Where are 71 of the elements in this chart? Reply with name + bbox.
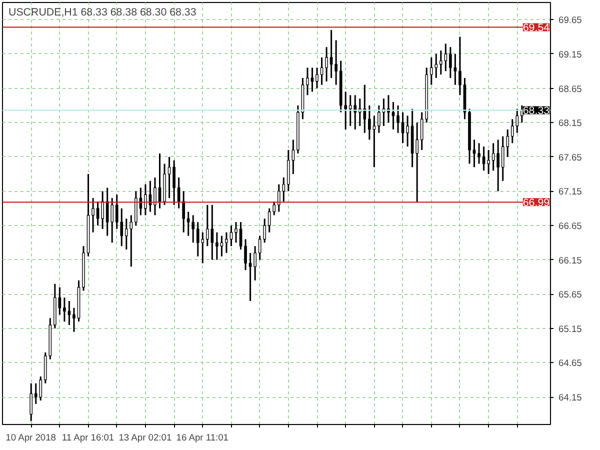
- y-tick-label: 65.65: [558, 290, 582, 300]
- candlestick: [396, 104, 400, 134]
- candlestick: [172, 160, 176, 206]
- candlestick: [510, 118, 514, 144]
- candlestick: [92, 197, 94, 234]
- x-tick-label: 16 Apr 11:01: [176, 432, 228, 442]
- candlestick: [310, 66, 314, 92]
- candlestick: [487, 149, 490, 175]
- candlestick: [316, 66, 318, 90]
- candlestick: [272, 200, 276, 216]
- candlestick: [277, 184, 280, 213]
- y-tick-label: 69.65: [558, 15, 582, 26]
- candlestick: [478, 142, 480, 164]
- candlestick: [406, 114, 409, 148]
- candlestick: [282, 176, 286, 202]
- x-tick-label: 11 Apr 16:01: [62, 432, 114, 442]
- candlestick: [130, 214, 133, 268]
- candlestick: [325, 46, 328, 82]
- candlestick: [72, 307, 76, 333]
- candlestick: [186, 211, 190, 237]
- candlestick: [101, 190, 104, 230]
- candlestick: [458, 36, 462, 96]
- candlestick: [258, 235, 262, 261]
- candlestick: [344, 90, 348, 130]
- candlestick: [120, 208, 124, 247]
- candlestick: [154, 176, 156, 216]
- candlestick: [192, 214, 195, 244]
- x-tick-label: 10 Apr 2018: [6, 432, 56, 442]
- candlestick: [496, 138, 500, 192]
- candlestick: [501, 136, 504, 182]
- candlestick: [334, 39, 338, 86]
- candlestick: [124, 218, 128, 250]
- y-tick-label: 64.65: [558, 358, 582, 368]
- candlestick: [234, 221, 238, 244]
- candlestick: [430, 56, 433, 86]
- y-tick-label: 68.15: [558, 118, 582, 128]
- candlestick: [254, 245, 256, 282]
- candlestick: [244, 238, 247, 271]
- candlestick: [263, 218, 266, 244]
- candlestick: [472, 138, 476, 168]
- ref-line-label: 69.54: [522, 22, 550, 34]
- candlestick: [144, 184, 147, 216]
- candlestick: [416, 122, 418, 203]
- ref-line-label: 68.33: [522, 105, 550, 118]
- candlestick: [372, 114, 376, 168]
- y-tick-label: 67.15: [558, 186, 582, 197]
- candlestick: [306, 66, 309, 96]
- y-tick-label: 66.15: [558, 255, 582, 266]
- candlestick: [216, 232, 218, 261]
- candlestick: [506, 128, 510, 158]
- candlestick: [378, 104, 380, 134]
- candlestick: [63, 296, 66, 322]
- x-tick-label: 13 Apr 02:01: [118, 432, 172, 442]
- candlestick: [434, 53, 438, 79]
- y-tick-label: 64.15: [558, 392, 582, 403]
- y-tick-label: 69.15: [558, 49, 582, 60]
- y-tick-label: 66.65: [558, 221, 582, 232]
- candlestick: [239, 221, 242, 250]
- candlestick: [420, 112, 424, 151]
- candlestick: [182, 190, 185, 234]
- candlestick: [30, 382, 33, 422]
- y-tick-label: 65.15: [558, 324, 582, 334]
- chart-title: USCRUDE,H1 68.33 68.38 68.30 68.33: [8, 6, 196, 18]
- y-tick-label: 67.65: [558, 152, 582, 162]
- candlestick: [516, 108, 519, 134]
- candlestick: [268, 208, 271, 234]
- candlestick: [225, 232, 228, 254]
- candlestick: [115, 194, 118, 230]
- candlestick: [368, 104, 371, 140]
- y-tick-label: 68.65: [558, 84, 582, 94]
- candlestick: [449, 46, 452, 79]
